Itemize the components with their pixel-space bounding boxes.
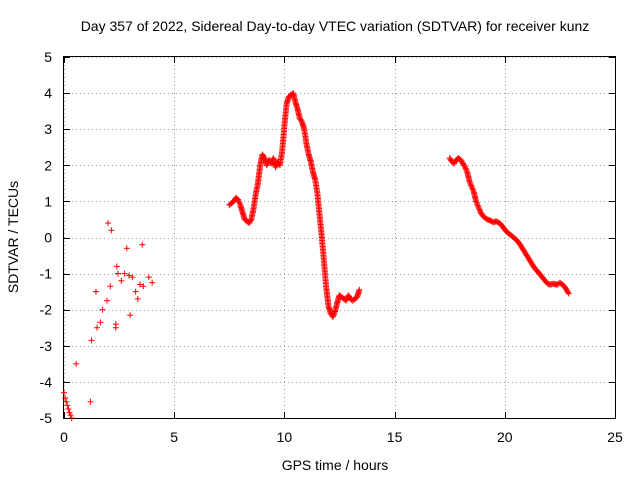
- data-point-marker: [118, 277, 125, 284]
- data-point-marker: [565, 290, 572, 297]
- data-point-marker: [132, 288, 139, 295]
- chart-title: Day 357 of 2022, Sidereal Day-to-day VTE…: [81, 18, 590, 34]
- data-point-marker: [92, 288, 99, 295]
- data-point-marker: [129, 274, 136, 281]
- x-tick-label: 25: [607, 429, 623, 445]
- data-point-marker: [468, 183, 475, 190]
- y-tick-label: 5: [44, 49, 52, 65]
- data-point-marker: [105, 220, 112, 227]
- data-point-marker: [88, 337, 95, 344]
- data-point-marker: [94, 324, 101, 331]
- data-point-marker: [65, 405, 72, 412]
- data-point-marker: [121, 270, 128, 277]
- data-point-marker: [466, 178, 473, 185]
- data-point-marker: [247, 217, 254, 224]
- data-point-marker: [103, 297, 110, 304]
- x-tick-label: 15: [387, 429, 403, 445]
- data-point-marker: [68, 415, 75, 421]
- data-point-marker: [62, 395, 69, 402]
- y-tick-label: -1: [40, 266, 53, 282]
- y-axis-ticks: -5 -4 -3 -2 -1 0 1 2 3 4 5: [40, 49, 615, 426]
- x-tick-label: 5: [170, 429, 178, 445]
- data-point-marker: [134, 295, 141, 302]
- data-point-marker: [473, 199, 480, 206]
- data-point-marker: [330, 311, 337, 318]
- x-axis-label: GPS time / hours: [282, 457, 389, 473]
- grid-lines: [64, 57, 616, 419]
- data-point-marker: [473, 198, 480, 205]
- data-point-marker: [263, 162, 270, 169]
- data-point-marker: [475, 205, 482, 212]
- data-point-marker: [564, 289, 571, 296]
- data-point-marker: [61, 389, 67, 396]
- data-point-marker: [461, 162, 468, 169]
- data-point-marker: [236, 200, 243, 207]
- y-tick-label: 2: [44, 157, 52, 173]
- data-point-marker: [469, 185, 476, 192]
- data-point-marker: [330, 312, 337, 319]
- x-axis-ticks: 0 5 10 15 20 25: [60, 57, 623, 445]
- data-point-marker: [126, 272, 133, 279]
- y-tick-label: -2: [40, 302, 53, 318]
- data-point-marker: [463, 168, 470, 175]
- y-tick-label: 3: [44, 121, 52, 137]
- data-point-marker: [462, 165, 469, 172]
- data-point-marker: [470, 188, 477, 195]
- y-tick-label: 1: [44, 193, 52, 209]
- data-point-marker: [475, 203, 482, 210]
- data-point-marker: [462, 164, 469, 171]
- data-point-marker: [123, 245, 130, 252]
- data-point-marker: [149, 279, 156, 286]
- data-point-marker: [469, 186, 476, 193]
- data-point-marker: [236, 199, 243, 206]
- x-tick-label: 10: [277, 429, 293, 445]
- data-point-marker: [107, 283, 114, 290]
- data-point-marker: [66, 409, 73, 416]
- data-point-marker: [87, 398, 94, 405]
- data-point-marker: [97, 319, 104, 326]
- y-tick-label: -5: [40, 410, 53, 426]
- data-point-marker: [331, 309, 338, 316]
- data-point-marker: [113, 263, 120, 270]
- y-tick-label: 0: [44, 230, 52, 246]
- data-point-marker: [140, 283, 147, 290]
- data-point-marker: [64, 402, 71, 409]
- data-point-marker: [467, 179, 474, 186]
- data-point-marker: [127, 312, 134, 319]
- y-tick-label: -4: [40, 374, 53, 390]
- y-tick-label: 4: [44, 85, 52, 101]
- y-tick-label: -3: [40, 338, 53, 354]
- data-point-marker: [112, 324, 119, 331]
- data-point-marker: [463, 166, 470, 173]
- data-point-marker: [272, 164, 279, 171]
- data-point-marker: [99, 306, 106, 313]
- data-point-marker: [235, 196, 242, 203]
- data-points: [61, 90, 572, 421]
- plot-frame: [63, 56, 616, 419]
- data-point-marker: [343, 297, 350, 304]
- data-point-marker: [114, 270, 121, 277]
- data-point-marker: [145, 274, 152, 281]
- data-point-marker: [356, 286, 363, 293]
- data-point-marker: [67, 412, 74, 419]
- data-point-marker: [139, 241, 146, 248]
- data-point-marker: [329, 313, 336, 320]
- data-point-marker: [474, 202, 481, 209]
- data-point-marker: [73, 360, 80, 367]
- data-point-marker: [137, 281, 144, 288]
- x-tick-label: 20: [497, 429, 513, 445]
- data-point-marker: [235, 197, 242, 204]
- data-point-marker: [63, 398, 70, 405]
- data-point-marker: [468, 182, 475, 189]
- data-point-marker: [476, 206, 483, 213]
- data-point-marker: [467, 181, 474, 188]
- data-point-marker: [477, 207, 484, 214]
- x-tick-label: 0: [60, 429, 68, 445]
- data-point-marker: [108, 227, 115, 234]
- data-point-marker: [474, 201, 481, 208]
- y-axis-label: SDTVAR / TECUs: [5, 181, 21, 293]
